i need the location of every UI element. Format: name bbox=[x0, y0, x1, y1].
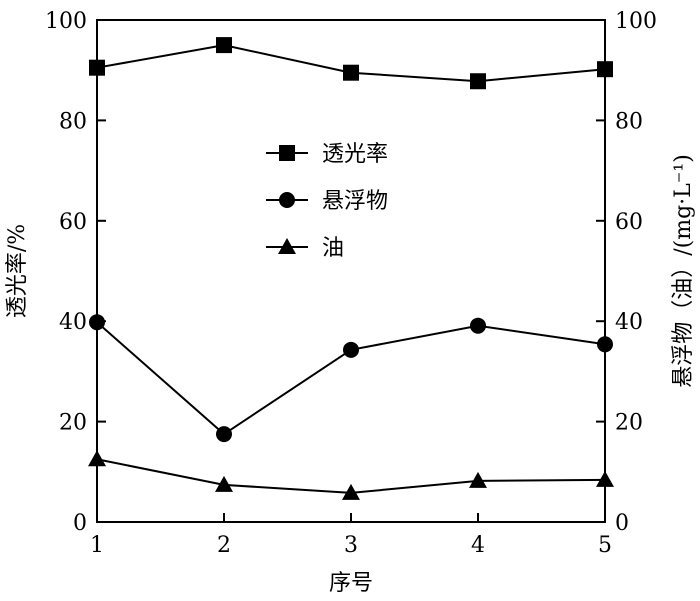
legend-item: 透光率 bbox=[266, 142, 388, 167]
y-axis-right-title: 悬浮物（油）/(mg·L⁻¹) bbox=[671, 154, 696, 388]
plot-frame bbox=[96, 19, 606, 523]
series-square bbox=[89, 37, 613, 90]
x-tick-label: 5 bbox=[598, 533, 612, 558]
y-tick-label-left: 60 bbox=[59, 210, 87, 235]
x-tick-label: 1 bbox=[90, 533, 104, 558]
y-tick-label-right: 60 bbox=[615, 210, 643, 235]
x-tick-label: 4 bbox=[471, 533, 485, 558]
data-point bbox=[343, 64, 359, 81]
y-tick-label-right: 20 bbox=[615, 411, 643, 436]
legend-label: 透光率 bbox=[322, 142, 388, 167]
legend-marker bbox=[279, 192, 295, 208]
y-tick-label-right: 40 bbox=[615, 310, 643, 335]
data-point bbox=[216, 37, 232, 54]
y-axis-left-title: 透光率/% bbox=[5, 224, 30, 318]
data-point bbox=[596, 470, 614, 487]
series-circle bbox=[89, 314, 613, 443]
legend-label: 悬浮物 bbox=[322, 189, 388, 214]
y-tick-label-left: 100 bbox=[45, 9, 87, 34]
data-point bbox=[470, 73, 486, 90]
y-tick-label-left: 80 bbox=[59, 109, 87, 134]
data-point bbox=[88, 450, 106, 467]
data-point bbox=[597, 61, 613, 78]
data-point bbox=[342, 483, 360, 500]
legend-label: 油 bbox=[322, 236, 344, 261]
x-axis-title: 序号 bbox=[329, 571, 373, 596]
y-tick-label-left: 40 bbox=[59, 310, 87, 335]
data-point bbox=[215, 475, 233, 492]
legend-item: 油 bbox=[266, 236, 344, 261]
data-point bbox=[343, 341, 359, 358]
plot-area bbox=[96, 19, 606, 523]
x-tick-label: 2 bbox=[217, 533, 231, 558]
data-point bbox=[597, 336, 613, 353]
legend-item: 悬浮物 bbox=[266, 189, 388, 214]
legend-marker bbox=[278, 238, 296, 254]
data-point bbox=[470, 317, 486, 334]
series-line bbox=[96, 321, 606, 436]
y-tick-label-right: 80 bbox=[615, 109, 643, 134]
y-tick-label-left: 0 bbox=[73, 511, 87, 536]
y-tick-label-left: 20 bbox=[59, 411, 87, 436]
series-triangle bbox=[88, 450, 614, 500]
data-point bbox=[216, 426, 232, 443]
data-point bbox=[469, 471, 487, 488]
y-tick-label-right: 100 bbox=[615, 9, 657, 34]
data-point bbox=[89, 59, 105, 76]
x-tick-label: 3 bbox=[344, 533, 358, 558]
y-tick-label-right: 0 bbox=[615, 511, 629, 536]
legend-marker bbox=[279, 145, 295, 161]
data-point bbox=[89, 314, 105, 331]
series-layer bbox=[88, 37, 614, 500]
